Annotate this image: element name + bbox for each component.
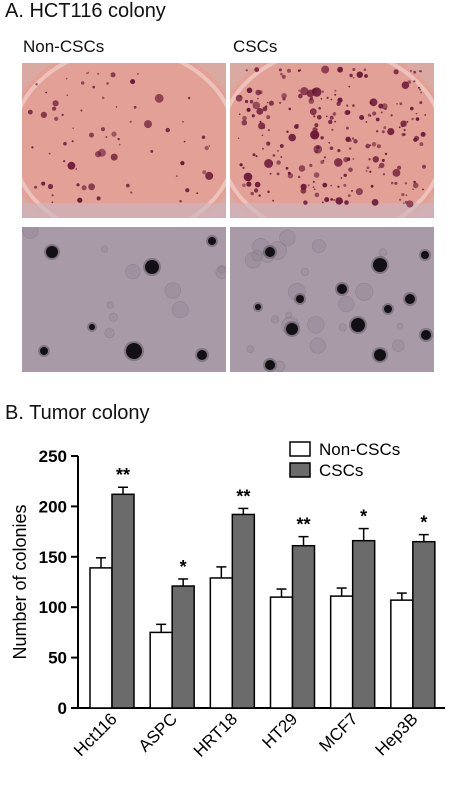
non-cscs-bar-hct116 <box>89 567 113 709</box>
non-cscs-dish-photo <box>22 63 226 218</box>
cscs-bar-mcf7 <box>351 539 376 709</box>
y-axis-label: Number of colonies <box>10 504 30 659</box>
cscs-microscope-photo <box>230 227 434 372</box>
significance-marker: ** <box>116 465 130 485</box>
y-tick-label: 150 <box>39 548 67 567</box>
panel-a-title: A. HCT116 colony <box>5 0 166 22</box>
cscs-bar-hrt18 <box>231 513 256 709</box>
x-tick-label: HRT18 <box>190 709 241 760</box>
non-cscs-bar-hep3b <box>390 599 414 709</box>
non-cscs-dish-image <box>22 63 226 218</box>
non-cscs-bar-aspc <box>149 631 173 709</box>
non-cscs-microscope-photo <box>22 227 226 372</box>
significance-marker: ** <box>296 515 310 535</box>
cscs-microscope-image <box>230 227 434 372</box>
x-tick-label: MCF7 <box>315 709 361 755</box>
x-tick-label: HT29 <box>258 709 301 752</box>
significance-marker: ** <box>236 486 250 506</box>
y-tick-label: 50 <box>48 649 67 668</box>
x-tick-label: ASPC <box>135 709 181 755</box>
y-tick-label: 100 <box>39 598 67 617</box>
cscs-bar-ht29 <box>291 544 316 709</box>
significance-marker: * <box>420 513 427 533</box>
non-cscs-bar-ht29 <box>269 596 294 709</box>
significance-marker: * <box>360 507 367 527</box>
panel-b-title: B. Tumor colony <box>5 402 150 424</box>
non-cscs-bar-mcf7 <box>329 595 354 709</box>
legend-label-non-cscs: Non-CSCs <box>319 440 400 459</box>
cscs-dish-photo <box>230 63 434 218</box>
cscs-column-label: CSCs <box>233 37 278 56</box>
cscs-bar-aspc <box>171 585 195 709</box>
non-cscs-column-label: Non-CSCs <box>23 37 105 56</box>
x-tick-label: Hep3B <box>371 709 421 759</box>
non-cscs-bar-hrt18 <box>209 577 234 709</box>
cscs-bar-hct116 <box>111 493 135 709</box>
legend-swatch-non-cscs <box>289 441 311 457</box>
y-tick-label: 200 <box>39 497 67 516</box>
legend-label-cscs: CSCs <box>319 461 363 480</box>
x-tick-label: Hct116 <box>70 709 121 760</box>
legend-swatch-cscs <box>289 462 311 478</box>
cscs-bar-hep3b <box>412 540 436 709</box>
non-cscs-microscope-image <box>22 227 226 372</box>
cscs-dish-image <box>230 63 434 218</box>
y-tick-label: 0 <box>58 699 67 718</box>
y-tick-label: 250 <box>39 447 67 466</box>
significance-marker: * <box>180 557 187 577</box>
